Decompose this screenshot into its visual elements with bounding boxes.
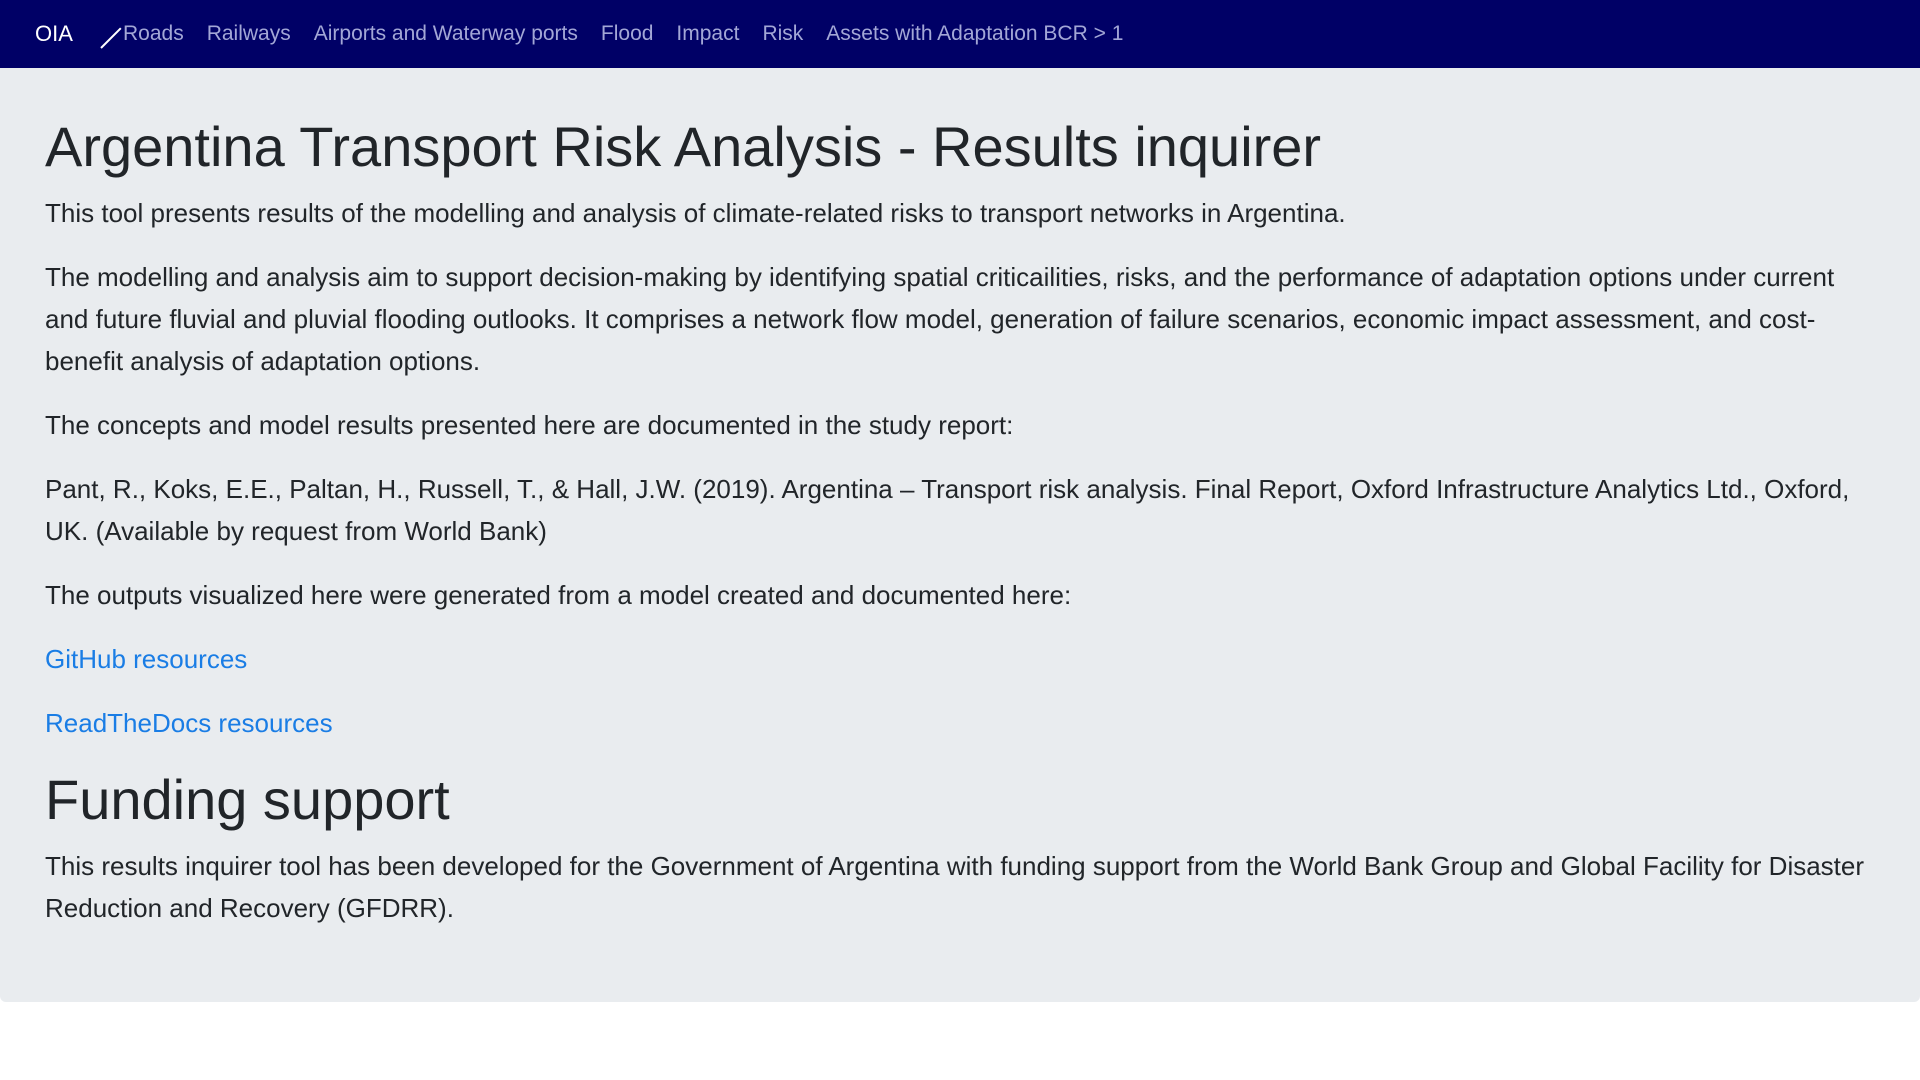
brand-logo[interactable]: OIA	[35, 0, 122, 68]
concepts-paragraph: The concepts and model results presented…	[45, 410, 1014, 441]
logo-slash-mark	[100, 27, 122, 49]
funding-paragraph: This results inquirer tool has been deve…	[45, 851, 1865, 924]
nav-item-adaptation-bcr[interactable]: Assets with Adaptation BCR > 1	[826, 22, 1124, 45]
outputs-paragraph: The outputs visualized here were generat…	[45, 580, 1072, 611]
nav-item-flood[interactable]: Flood	[600, 22, 654, 45]
github-resources-link[interactable]: GitHub resources	[45, 644, 248, 675]
aim-paragraph: The modelling and analysis aim to suppor…	[45, 262, 1835, 377]
brand-text: OIA	[35, 21, 73, 46]
readthedocs-resources-link[interactable]: ReadTheDocs resources	[45, 708, 333, 739]
page-title: Argentina Transport Risk Analysis - Resu…	[45, 115, 1322, 178]
nav-menu: Roads Railways Airports and Waterway por…	[123, 22, 1146, 46]
content-panel: Argentina Transport Risk Analysis - Resu…	[0, 68, 1920, 1002]
intro-paragraph: This tool presents results of the modell…	[45, 198, 1346, 229]
nav-item-impact[interactable]: Impact	[676, 22, 740, 45]
nav-item-risk[interactable]: Risk	[762, 22, 804, 45]
nav-item-roads[interactable]: Roads	[123, 22, 184, 45]
funding-heading: Funding support	[45, 768, 450, 832]
citation-paragraph: Pant, R., Koks, E.E., Paltan, H., Russel…	[45, 474, 1850, 547]
nav-item-railways[interactable]: Railways	[206, 22, 291, 45]
top-navbar: OIA Roads Railways Airports and Waterway…	[0, 0, 1920, 68]
github-link-row: GitHub resources	[45, 638, 1875, 680]
nav-item-airports-waterways[interactable]: Airports and Waterway ports	[313, 22, 578, 45]
readthedocs-link-row: ReadTheDocs resources	[45, 702, 1875, 744]
